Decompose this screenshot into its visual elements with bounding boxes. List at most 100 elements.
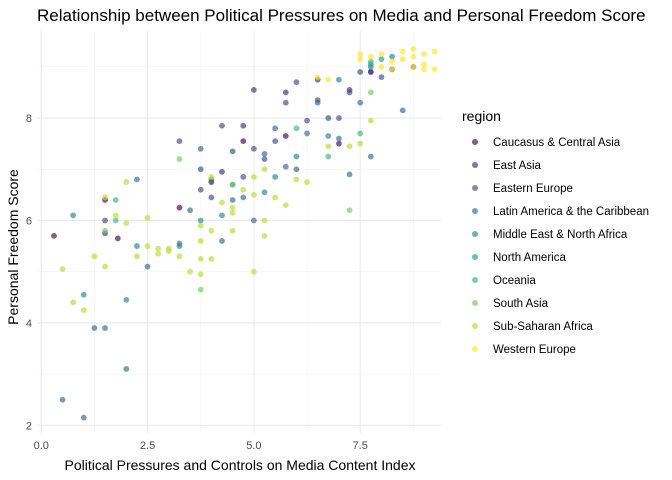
data-point bbox=[304, 179, 310, 185]
data-point bbox=[176, 138, 183, 145]
data-point bbox=[261, 217, 268, 224]
data-point bbox=[357, 51, 364, 57]
data-point bbox=[336, 135, 342, 142]
data-point bbox=[325, 143, 332, 150]
data-point bbox=[304, 117, 310, 124]
data-point bbox=[134, 253, 140, 260]
data-point bbox=[410, 46, 417, 52]
data-point bbox=[357, 69, 364, 75]
data-point bbox=[176, 204, 183, 211]
legend-label: Caucasus & Central Asia bbox=[493, 137, 621, 149]
data-point bbox=[240, 186, 247, 193]
data-point bbox=[59, 396, 66, 403]
data-point bbox=[240, 174, 247, 180]
legend-key bbox=[472, 254, 478, 260]
legend-key bbox=[472, 185, 478, 191]
legend-label: Latin America & the Caribbean bbox=[493, 206, 649, 218]
data-point bbox=[282, 99, 289, 106]
data-point bbox=[229, 181, 236, 188]
data-point bbox=[293, 125, 300, 132]
data-point bbox=[261, 189, 268, 196]
data-point bbox=[357, 56, 364, 63]
data-point bbox=[176, 253, 183, 260]
data-point bbox=[357, 99, 364, 106]
data-point bbox=[134, 243, 140, 249]
data-point bbox=[389, 53, 395, 60]
data-point bbox=[208, 174, 215, 180]
data-point bbox=[304, 130, 310, 137]
data-point bbox=[70, 212, 77, 219]
legend-label: South Asia bbox=[493, 298, 549, 310]
data-point bbox=[314, 74, 321, 80]
y-tick-label: 6 bbox=[26, 215, 32, 227]
legend-key bbox=[472, 208, 478, 214]
data-point bbox=[197, 145, 204, 152]
data-point bbox=[197, 255, 204, 262]
data-point bbox=[250, 268, 257, 275]
data-point bbox=[336, 76, 342, 83]
x-axis-ticks: 0.0 2.5 5.0 7.5 bbox=[34, 440, 368, 452]
data-point bbox=[367, 153, 374, 160]
x-tick-label: 0.0 bbox=[34, 440, 49, 452]
data-point bbox=[421, 66, 427, 73]
grid-lines bbox=[37, 31, 441, 433]
data-point bbox=[293, 166, 300, 173]
data-point bbox=[367, 69, 374, 75]
legend-key bbox=[472, 346, 478, 352]
data-point bbox=[367, 53, 374, 60]
data-point bbox=[282, 163, 289, 170]
data-point bbox=[378, 51, 385, 57]
data-point bbox=[272, 194, 279, 201]
data-point bbox=[112, 212, 119, 219]
data-point bbox=[325, 153, 332, 160]
data-point bbox=[261, 151, 268, 157]
x-axis-title: Political Pressures and Controls on Medi… bbox=[65, 457, 416, 473]
y-tick-label: 8 bbox=[26, 113, 32, 125]
data-point bbox=[314, 99, 321, 106]
data-point bbox=[399, 56, 406, 63]
data-point bbox=[378, 56, 385, 63]
data-point bbox=[123, 220, 130, 226]
data-point bbox=[187, 207, 193, 214]
legend-key bbox=[472, 231, 478, 237]
data-point bbox=[197, 166, 204, 173]
data-point bbox=[325, 76, 332, 83]
chart-title: Relationship between Political Pressures… bbox=[37, 6, 646, 25]
legend: region Caucasus & Central Asia East Asia E… bbox=[462, 108, 649, 356]
data-point bbox=[240, 194, 247, 201]
data-point bbox=[144, 243, 151, 249]
data-point bbox=[410, 53, 417, 60]
data-point bbox=[112, 197, 119, 203]
data-point bbox=[250, 174, 257, 180]
data-point bbox=[346, 171, 353, 178]
legend-label: Middle East & North Africa bbox=[493, 229, 628, 241]
data-point bbox=[421, 51, 427, 57]
data-point bbox=[357, 140, 364, 147]
data-point bbox=[208, 227, 215, 234]
data-point bbox=[197, 217, 204, 224]
data-point bbox=[389, 58, 395, 65]
data-point bbox=[389, 66, 395, 73]
data-point bbox=[197, 186, 204, 193]
data-point bbox=[80, 291, 87, 298]
data-point bbox=[208, 194, 215, 201]
legend-label: Eastern Europe bbox=[493, 183, 573, 195]
data-point bbox=[357, 130, 364, 137]
data-point bbox=[293, 79, 300, 86]
data-point bbox=[134, 176, 140, 183]
data-point bbox=[155, 250, 162, 257]
data-point bbox=[272, 174, 279, 180]
data-point bbox=[229, 204, 236, 211]
data-point bbox=[229, 209, 236, 216]
y-axis-title: Personal Freedom Score bbox=[5, 169, 21, 325]
data-point bbox=[219, 199, 225, 206]
data-point bbox=[399, 48, 406, 55]
data-point bbox=[250, 145, 257, 152]
legend-title: region bbox=[462, 108, 501, 124]
data-point bbox=[378, 63, 385, 70]
data-point bbox=[229, 148, 236, 155]
data-point bbox=[282, 133, 289, 139]
data-points bbox=[51, 46, 438, 421]
data-point bbox=[250, 217, 257, 224]
data-point bbox=[325, 133, 332, 139]
